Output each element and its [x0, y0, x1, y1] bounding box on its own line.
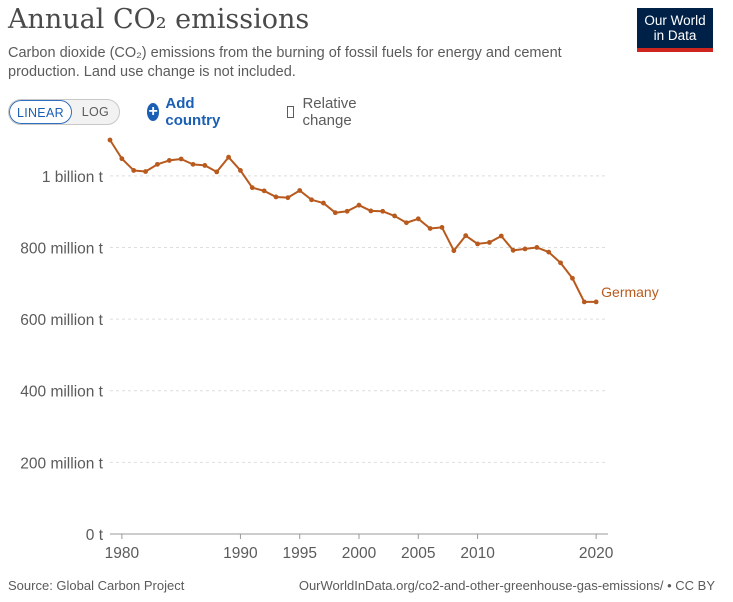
data-point: [285, 195, 291, 201]
data-point: [570, 275, 575, 281]
data-point: [190, 161, 196, 167]
data-point: [558, 260, 563, 266]
y-tick-label: 200 million t: [20, 455, 103, 472]
scale-toggle: LINEAR LOG: [8, 99, 120, 125]
chart-grid: [110, 175, 608, 463]
data-point: [143, 169, 148, 174]
data-point: [202, 163, 208, 168]
data-point: [344, 208, 350, 214]
add-country-label: Add country: [165, 95, 221, 129]
data-point: [119, 156, 125, 162]
line-chart: 0 t 200 million t 400 million t 600 million…: [20, 137, 659, 562]
owid-logo[interactable]: Our World in Data: [637, 8, 713, 52]
y-tick-label: 0 t: [86, 527, 104, 544]
data-point: [166, 158, 172, 163]
x-tick-label: 1980: [105, 545, 140, 562]
data-point: [321, 200, 326, 206]
chart-title: Annual CO₂ emissions: [8, 4, 310, 35]
logo-line-1: Our World: [644, 13, 706, 28]
scale-log-button[interactable]: LOG: [81, 105, 110, 119]
y-tick-label: 600 million t: [20, 312, 103, 329]
data-point: [475, 241, 480, 247]
data-point: [155, 161, 160, 167]
data-point: [593, 299, 599, 305]
data-point: [392, 213, 397, 219]
plus-icon: +: [147, 103, 160, 121]
data-point: [522, 246, 528, 252]
chart-axes: 0 t 200 million t 400 million t 600 million…: [20, 169, 613, 562]
x-tick-label: 1995: [282, 545, 316, 562]
data-point: [297, 188, 303, 193]
data-point: [451, 248, 457, 254]
data-point: [534, 245, 540, 250]
relative-change-label: Relative change: [302, 95, 357, 129]
relative-change-toggle[interactable]: Relative change: [287, 95, 361, 129]
x-tick-label: 2010: [460, 545, 495, 562]
data-point: [404, 220, 409, 226]
data-point: [581, 299, 587, 305]
chart-series: Germany: [107, 137, 659, 305]
data-point: [273, 194, 279, 200]
x-tick-label: 1990: [223, 545, 258, 562]
data-point: [178, 156, 184, 162]
data-point: [309, 197, 314, 203]
data-point: [214, 169, 220, 175]
data-point: [546, 249, 552, 255]
y-tick-label: 800 million t: [20, 240, 103, 257]
data-point: [427, 226, 433, 231]
x-tick-label: 2020: [579, 545, 614, 562]
x-tick-label: 2000: [342, 545, 377, 562]
data-point: [261, 188, 267, 194]
series-line-germany: [109, 139, 597, 303]
data-point: [356, 202, 362, 208]
data-point: [510, 247, 516, 253]
data-point: [107, 137, 113, 143]
source-url[interactable]: OurWorldInData.org/co2-and-other-greenho…: [298, 578, 715, 593]
data-point: [415, 216, 421, 222]
data-point: [131, 168, 137, 173]
add-country-button[interactable]: + Add country: [147, 95, 226, 129]
data-point: [332, 210, 338, 216]
y-tick-label: 1 billion t: [42, 169, 104, 186]
data-point: [249, 185, 255, 191]
x-tick-label: 2005: [401, 545, 435, 562]
source-note[interactable]: Source: Global Carbon Project: [8, 578, 185, 593]
data-point: [368, 208, 374, 214]
data-point: [238, 168, 243, 173]
series-label: Germany: [601, 284, 659, 300]
scale-linear-button[interactable]: LINEAR: [9, 100, 72, 124]
y-tick-label: 400 million t: [20, 384, 103, 401]
logo-line-2: in Data: [653, 28, 697, 43]
data-point: [380, 208, 386, 214]
data-point: [439, 224, 445, 230]
data-point: [463, 233, 469, 239]
data-point: [226, 154, 231, 160]
chart-subtitle: Carbon dioxide (CO₂) emissions from the …: [8, 45, 562, 80]
data-point: [498, 233, 504, 239]
data-point: [487, 240, 492, 245]
checkbox-icon[interactable]: [287, 106, 295, 118]
